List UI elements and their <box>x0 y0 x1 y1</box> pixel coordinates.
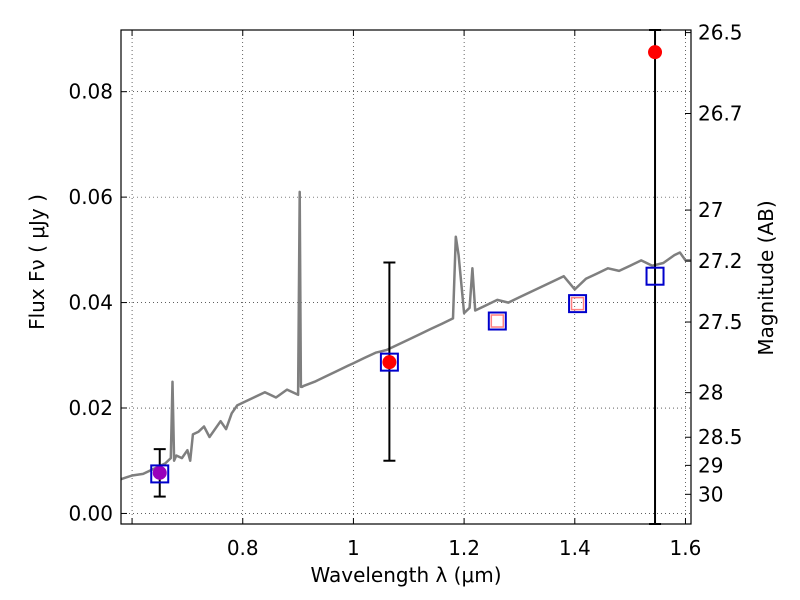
y-axis-title: Flux Fν ( μJy ) <box>25 194 49 330</box>
error-bars <box>153 29 662 525</box>
observed-point <box>490 314 505 328</box>
magnitude-tick-label: 27.2 <box>698 249 743 273</box>
magnitude-tick-label: 28 <box>698 381 723 405</box>
magnitude-tick-label: 26.7 <box>698 101 743 125</box>
observed-point <box>570 296 585 311</box>
y-tick-label: 0.00 <box>68 501 113 525</box>
y-tick-label: 0.02 <box>68 396 113 420</box>
spectrum-line <box>120 190 691 481</box>
magnitude-tick-label: 26.5 <box>698 21 743 45</box>
magnitude-tick-label: 28.5 <box>698 425 743 449</box>
model-point <box>379 352 399 372</box>
magnitude-tick-label: 29 <box>698 453 723 477</box>
x-tick-label: 0.8 <box>227 536 259 560</box>
x-tick-label: 1.6 <box>670 536 702 560</box>
x-tick-label: 1 <box>347 536 360 560</box>
magnitude-tick-label: 27.5 <box>698 310 743 334</box>
y-tick-label: 0.04 <box>68 291 113 315</box>
y-tick-label: 0.08 <box>68 80 113 104</box>
observed-point <box>382 355 397 370</box>
plot-frame <box>120 29 692 525</box>
model-point <box>568 294 588 314</box>
x-tick-label: 1.4 <box>559 536 591 560</box>
magnitude-tick-label: 30 <box>698 482 723 506</box>
grid-lines <box>121 30 691 524</box>
data-points <box>150 45 665 484</box>
x-axis-title: Wavelength λ (μm) <box>310 563 501 587</box>
model-point <box>487 311 507 331</box>
template-spectrum <box>120 190 691 481</box>
axis-ticks: 0.8 1 1.2 1.4 1.6 0.00 0.02 0.04 0.06 0.08 26.5 26.… <box>68 21 742 560</box>
magnitude-tick-label: 27 <box>698 198 723 222</box>
observed-point <box>152 465 167 480</box>
y-tick-label: 0.06 <box>68 185 113 209</box>
magnitude-axis-title: Magnitude (AB) <box>754 200 778 355</box>
model-point <box>150 464 170 484</box>
model-point <box>645 266 665 286</box>
x-tick-label: 1.2 <box>448 536 480 560</box>
observed-point <box>648 45 663 60</box>
